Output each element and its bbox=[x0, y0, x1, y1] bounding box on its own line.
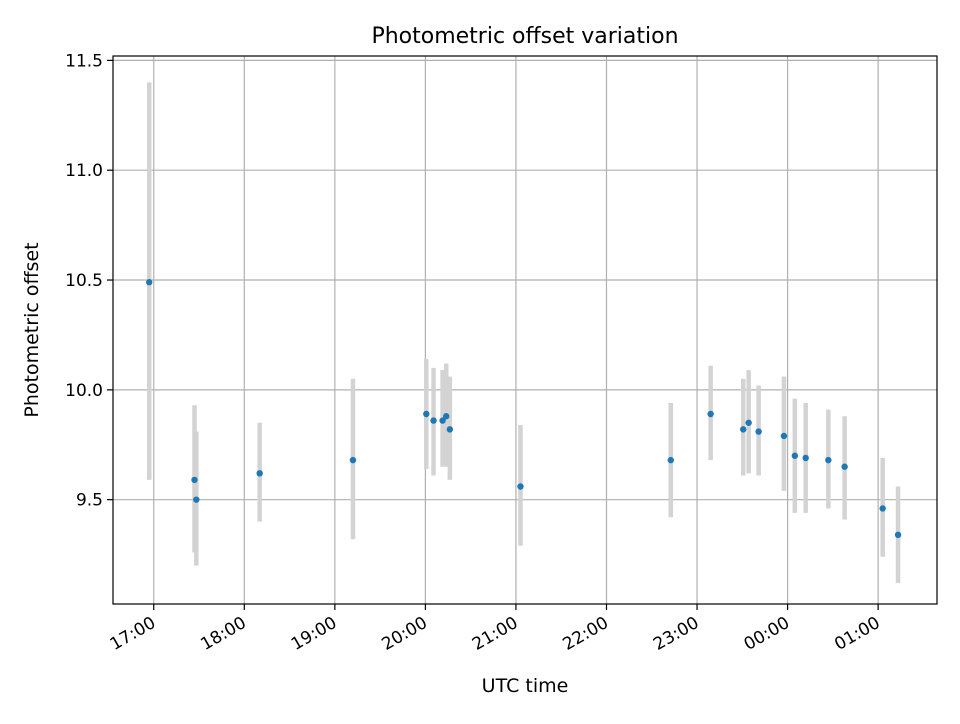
data-point bbox=[349, 456, 357, 464]
y-tick-label: 11.5 bbox=[65, 51, 103, 71]
data-point bbox=[439, 417, 446, 424]
grid bbox=[113, 56, 937, 604]
data-point bbox=[423, 410, 430, 418]
x-axis-label: UTC time bbox=[482, 675, 569, 697]
data-point bbox=[825, 456, 832, 464]
data-point bbox=[446, 426, 454, 433]
data-point bbox=[430, 417, 437, 424]
data-point bbox=[879, 505, 886, 512]
data-point bbox=[740, 426, 747, 433]
y-tick-label: 11.0 bbox=[65, 161, 103, 181]
chart-title: Photometric offset variation bbox=[371, 24, 678, 49]
y-tick-label: 10.0 bbox=[65, 381, 103, 401]
data-point bbox=[146, 279, 153, 286]
data-point bbox=[667, 456, 674, 464]
data-point bbox=[517, 483, 524, 490]
data-point bbox=[443, 413, 450, 420]
y-axis: 9.5 10.0 10.5 11.0 11.5 bbox=[65, 51, 113, 511]
data-point bbox=[780, 432, 788, 440]
plot-frame bbox=[112, 55, 938, 605]
data-point bbox=[191, 476, 198, 484]
data-point bbox=[755, 428, 762, 435]
data-point bbox=[707, 410, 714, 418]
y-tick-label: 9.5 bbox=[76, 491, 103, 511]
data-point bbox=[791, 452, 799, 459]
data-point bbox=[802, 454, 809, 462]
data-point bbox=[193, 496, 200, 503]
data-point bbox=[256, 470, 263, 477]
data-points bbox=[146, 279, 902, 539]
y-tick-label: 10.5 bbox=[65, 271, 103, 291]
data-point bbox=[894, 531, 902, 539]
data-point bbox=[745, 419, 752, 426]
y-axis-label: Photometric offset bbox=[21, 242, 43, 417]
data-point bbox=[841, 463, 848, 470]
